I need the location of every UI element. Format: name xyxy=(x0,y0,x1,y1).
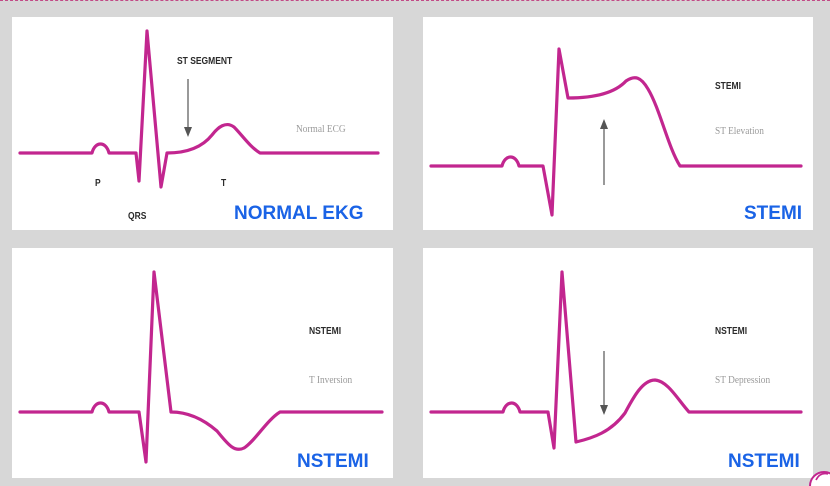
stemi-caption: STEMI xyxy=(744,203,803,224)
st-depression-label: ST Depression xyxy=(715,374,771,386)
normal-ecg-trace xyxy=(18,29,380,189)
st-arrow-head xyxy=(184,127,192,137)
corner-logo-icon xyxy=(809,471,830,486)
nstemi-t-inversion-trace xyxy=(18,270,384,464)
t-wave-label: T xyxy=(221,178,227,189)
panel-normal-ekg: ST SEGMENT Normal ECG P QRS T NORMAL EKG xyxy=(12,17,393,230)
st-elevation-label: ST Elevation xyxy=(715,125,764,137)
panel-nstemi-t-inversion: NSTEMI T Inversion NSTEMI xyxy=(12,248,393,478)
ecg-waveform xyxy=(429,270,803,450)
p-wave-label: P xyxy=(95,178,101,189)
ecg-waveform xyxy=(18,270,384,464)
t-inversion-label: T Inversion xyxy=(309,374,353,386)
panel-nstemi-st-depression: NSTEMI ST Depression NSTEMI xyxy=(423,248,813,478)
st-segment-label: ST SEGMENT xyxy=(177,56,233,67)
qrs-label: QRS xyxy=(128,211,147,222)
nstemi-t-caption: NSTEMI xyxy=(297,451,369,472)
ecg-waveform xyxy=(429,47,803,217)
st-depression-arrow-head xyxy=(600,405,608,415)
normal-ekg-caption: NORMAL EKG xyxy=(234,203,364,224)
nstemi-st-depression-trace xyxy=(429,270,803,450)
panel-stemi: STEMI ST Elevation STEMI xyxy=(423,17,813,230)
nstemi-st-caption: NSTEMI xyxy=(728,451,800,472)
top-dashed-border xyxy=(0,0,830,1)
stemi-trace xyxy=(429,47,803,217)
ecg-waveform xyxy=(18,29,380,189)
nstemi-title: NSTEMI xyxy=(715,326,748,337)
st-elevation-arrow-head xyxy=(600,119,608,129)
normal-ecg-label: Normal ECG xyxy=(296,123,346,135)
stemi-title: STEMI xyxy=(715,81,741,92)
nstemi-title: NSTEMI xyxy=(309,326,342,337)
